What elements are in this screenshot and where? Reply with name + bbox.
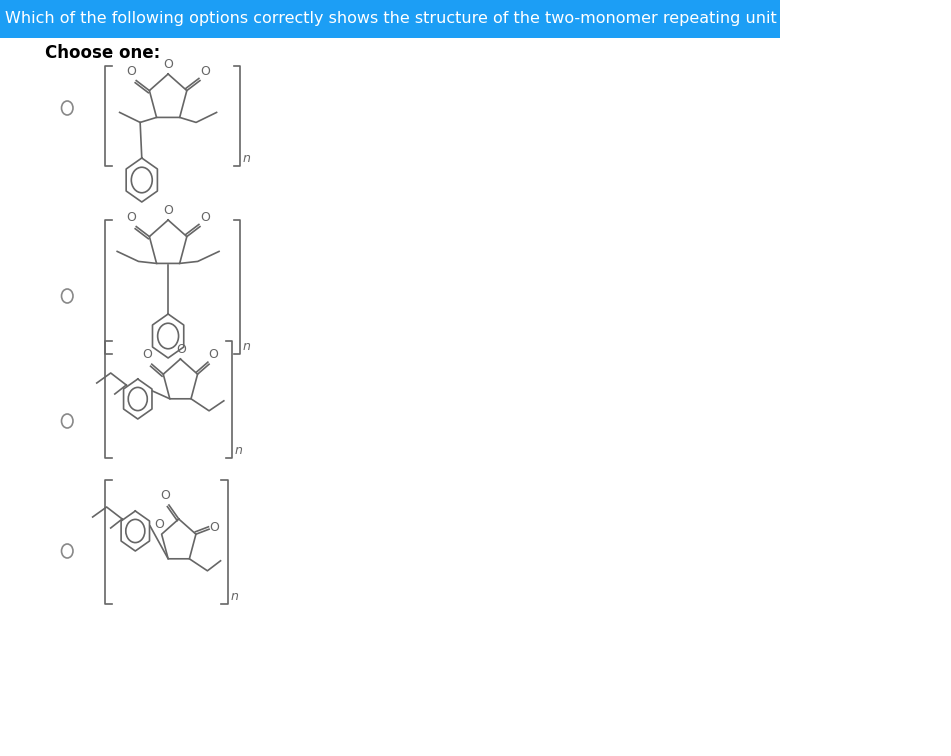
Text: n: n [230, 590, 239, 603]
Text: O: O [154, 518, 165, 531]
Text: O: O [143, 349, 152, 361]
Text: O: O [200, 64, 210, 78]
Text: n: n [243, 152, 251, 165]
Text: O: O [176, 343, 186, 356]
Text: O: O [209, 521, 219, 534]
Text: O: O [200, 211, 210, 224]
Bar [0, 0, 780, 38]
Text: Which of the following options correctly shows the structure of the two-monomer : Which of the following options correctly… [5, 11, 908, 26]
Text: O: O [160, 489, 170, 502]
Text: n: n [235, 444, 243, 457]
Text: O: O [164, 58, 173, 71]
Text: O: O [208, 349, 218, 361]
Text: O: O [126, 64, 136, 78]
Text: O: O [164, 204, 173, 217]
Text: O: O [126, 211, 136, 224]
Text: Choose one:: Choose one: [45, 44, 161, 62]
Text: n: n [243, 340, 251, 353]
